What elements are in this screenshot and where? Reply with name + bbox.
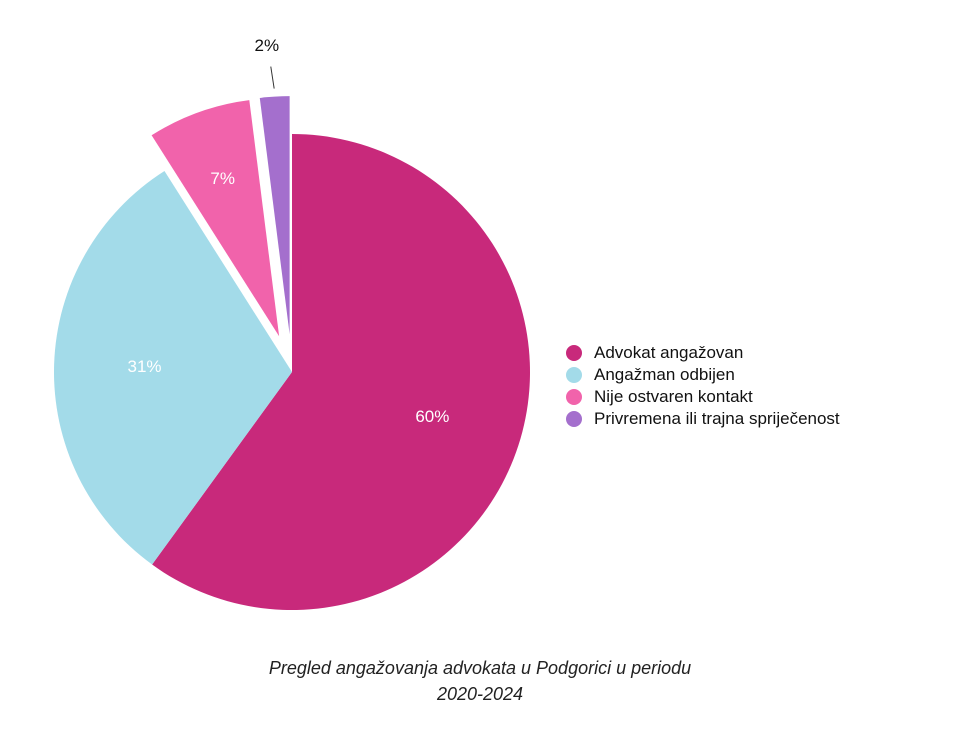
legend-swatch <box>566 411 582 427</box>
legend-swatch <box>566 345 582 361</box>
pie-data-label: 31% <box>127 357 161 376</box>
pie-slice-nije-ostvaren-kontakt <box>151 100 280 337</box>
caption-line: 2020-2024 <box>436 684 524 704</box>
pie-data-label: 2% <box>254 36 279 55</box>
legend-item: Privremena ili trajna spriječenost <box>566 408 840 430</box>
legend-swatch <box>566 367 582 383</box>
chart-legend: Advokat angažovan Angažman odbijen Nije … <box>566 342 840 430</box>
legend-item: Angažman odbijen <box>566 364 840 386</box>
pie-slice-sprijecenost <box>259 96 290 335</box>
pie-slice-angazman-odbijen <box>53 171 292 565</box>
pie-data-label: 7% <box>210 169 235 188</box>
legend-label: Privremena ili trajna spriječenost <box>594 409 840 428</box>
legend-item: Nije ostvaren kontakt <box>566 386 840 408</box>
legend-item: Advokat angažovan <box>566 342 840 364</box>
leader-line <box>270 66 275 89</box>
pie-slice-advokat-angazovan <box>152 134 531 610</box>
legend-label: Angažman odbijen <box>594 365 735 384</box>
legend-label: Advokat angažovan <box>594 343 744 362</box>
legend-swatch <box>566 389 582 405</box>
caption-line: Pregled angažovanja advokata u Podgorici… <box>268 658 692 678</box>
legend-label: Nije ostvaren kontakt <box>594 387 753 406</box>
chart-caption: Pregled angažovanja advokata u Podgorici… <box>0 655 960 707</box>
pie-data-label: 60% <box>415 407 449 426</box>
pie-chart: 60% 31% 7% 2% <box>53 36 531 610</box>
